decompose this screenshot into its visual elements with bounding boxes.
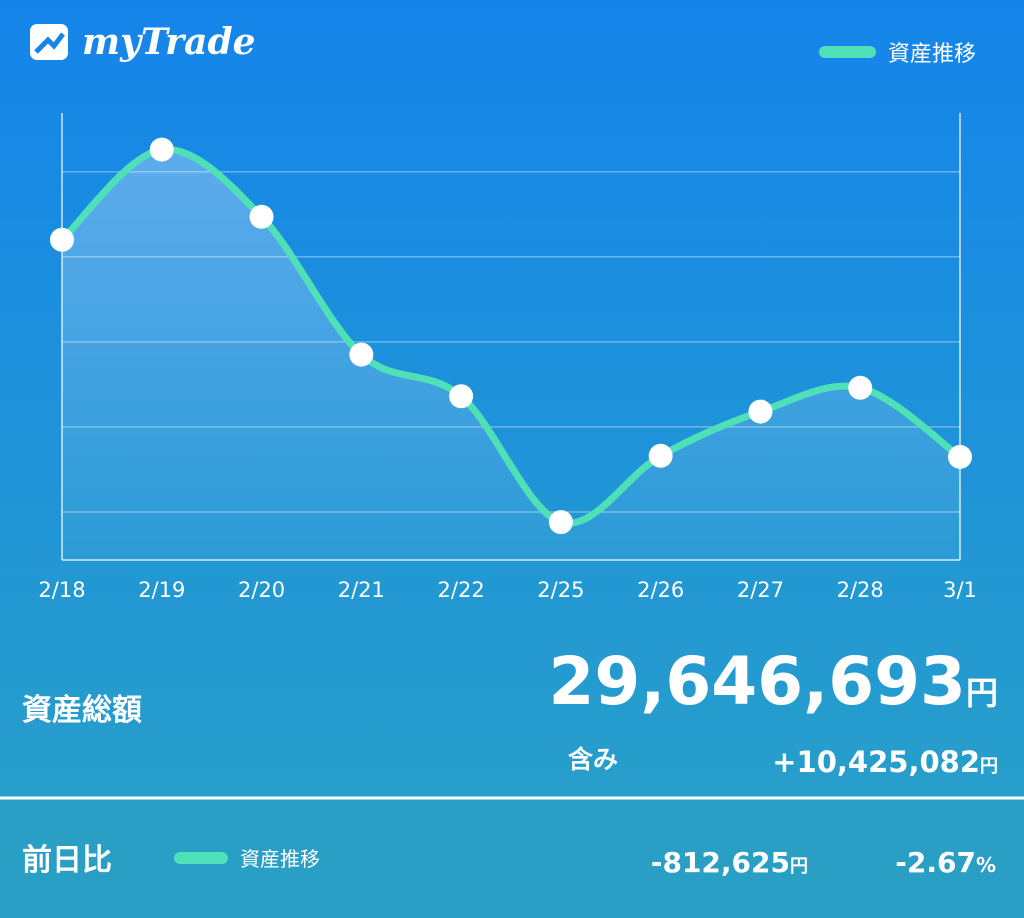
x-tick-label: 2/18 bbox=[38, 578, 85, 602]
unrealized-value: +10,425,082円 bbox=[772, 745, 998, 779]
point bbox=[748, 399, 773, 424]
unit: 円 bbox=[966, 674, 998, 712]
logo-glyph bbox=[34, 32, 65, 54]
unit: 円 bbox=[980, 756, 998, 777]
point bbox=[50, 227, 74, 252]
total-number: 29,646,693 bbox=[548, 643, 966, 720]
logo-text: myTrade bbox=[82, 21, 256, 63]
unrealized-label: 含み bbox=[568, 745, 618, 774]
point bbox=[249, 204, 274, 229]
change-pct-number: -2.67 bbox=[895, 846, 976, 879]
point bbox=[149, 137, 174, 162]
change-pct: -2.67% bbox=[895, 846, 996, 879]
x-tick-label: 2/22 bbox=[438, 578, 485, 602]
x-tick-label: 2/21 bbox=[338, 578, 385, 602]
unit: 円 bbox=[790, 856, 808, 877]
point bbox=[648, 443, 673, 468]
pct-unit: % bbox=[976, 853, 996, 877]
point bbox=[449, 384, 474, 409]
point bbox=[848, 375, 873, 400]
plot: 2/18 2/19 2/20 2/21 2/22 2/25 2/26 2/27 2/28 3/1 bbox=[38, 113, 977, 602]
legend-label: 資産推移 bbox=[240, 847, 320, 871]
x-tick-label: 2/20 bbox=[238, 578, 285, 602]
logo: myTrade bbox=[30, 21, 256, 63]
total-label: 資産総額 bbox=[22, 693, 142, 728]
point bbox=[948, 444, 972, 469]
change-label: 前日比 bbox=[22, 843, 112, 878]
x-tick-label: 2/25 bbox=[537, 578, 584, 602]
change-number: -812,625 bbox=[651, 846, 790, 879]
legend-label: 資産推移 bbox=[888, 42, 976, 67]
change-value: -812,625円 bbox=[651, 846, 808, 879]
x-tick-label: 2/27 bbox=[737, 578, 784, 602]
point bbox=[548, 510, 573, 535]
line bbox=[58, 145, 964, 527]
x-tick-label: 2/19 bbox=[138, 578, 185, 602]
x-tick-label: 3/1 bbox=[943, 578, 977, 602]
point bbox=[349, 342, 374, 367]
unrealized-number: +10,425,082 bbox=[772, 745, 980, 779]
x-tick-label: 2/28 bbox=[837, 578, 884, 602]
x-tick-label: 2/26 bbox=[637, 578, 684, 602]
footer-band bbox=[0, 800, 1024, 918]
total-value: 29,646,693円 bbox=[548, 643, 998, 720]
